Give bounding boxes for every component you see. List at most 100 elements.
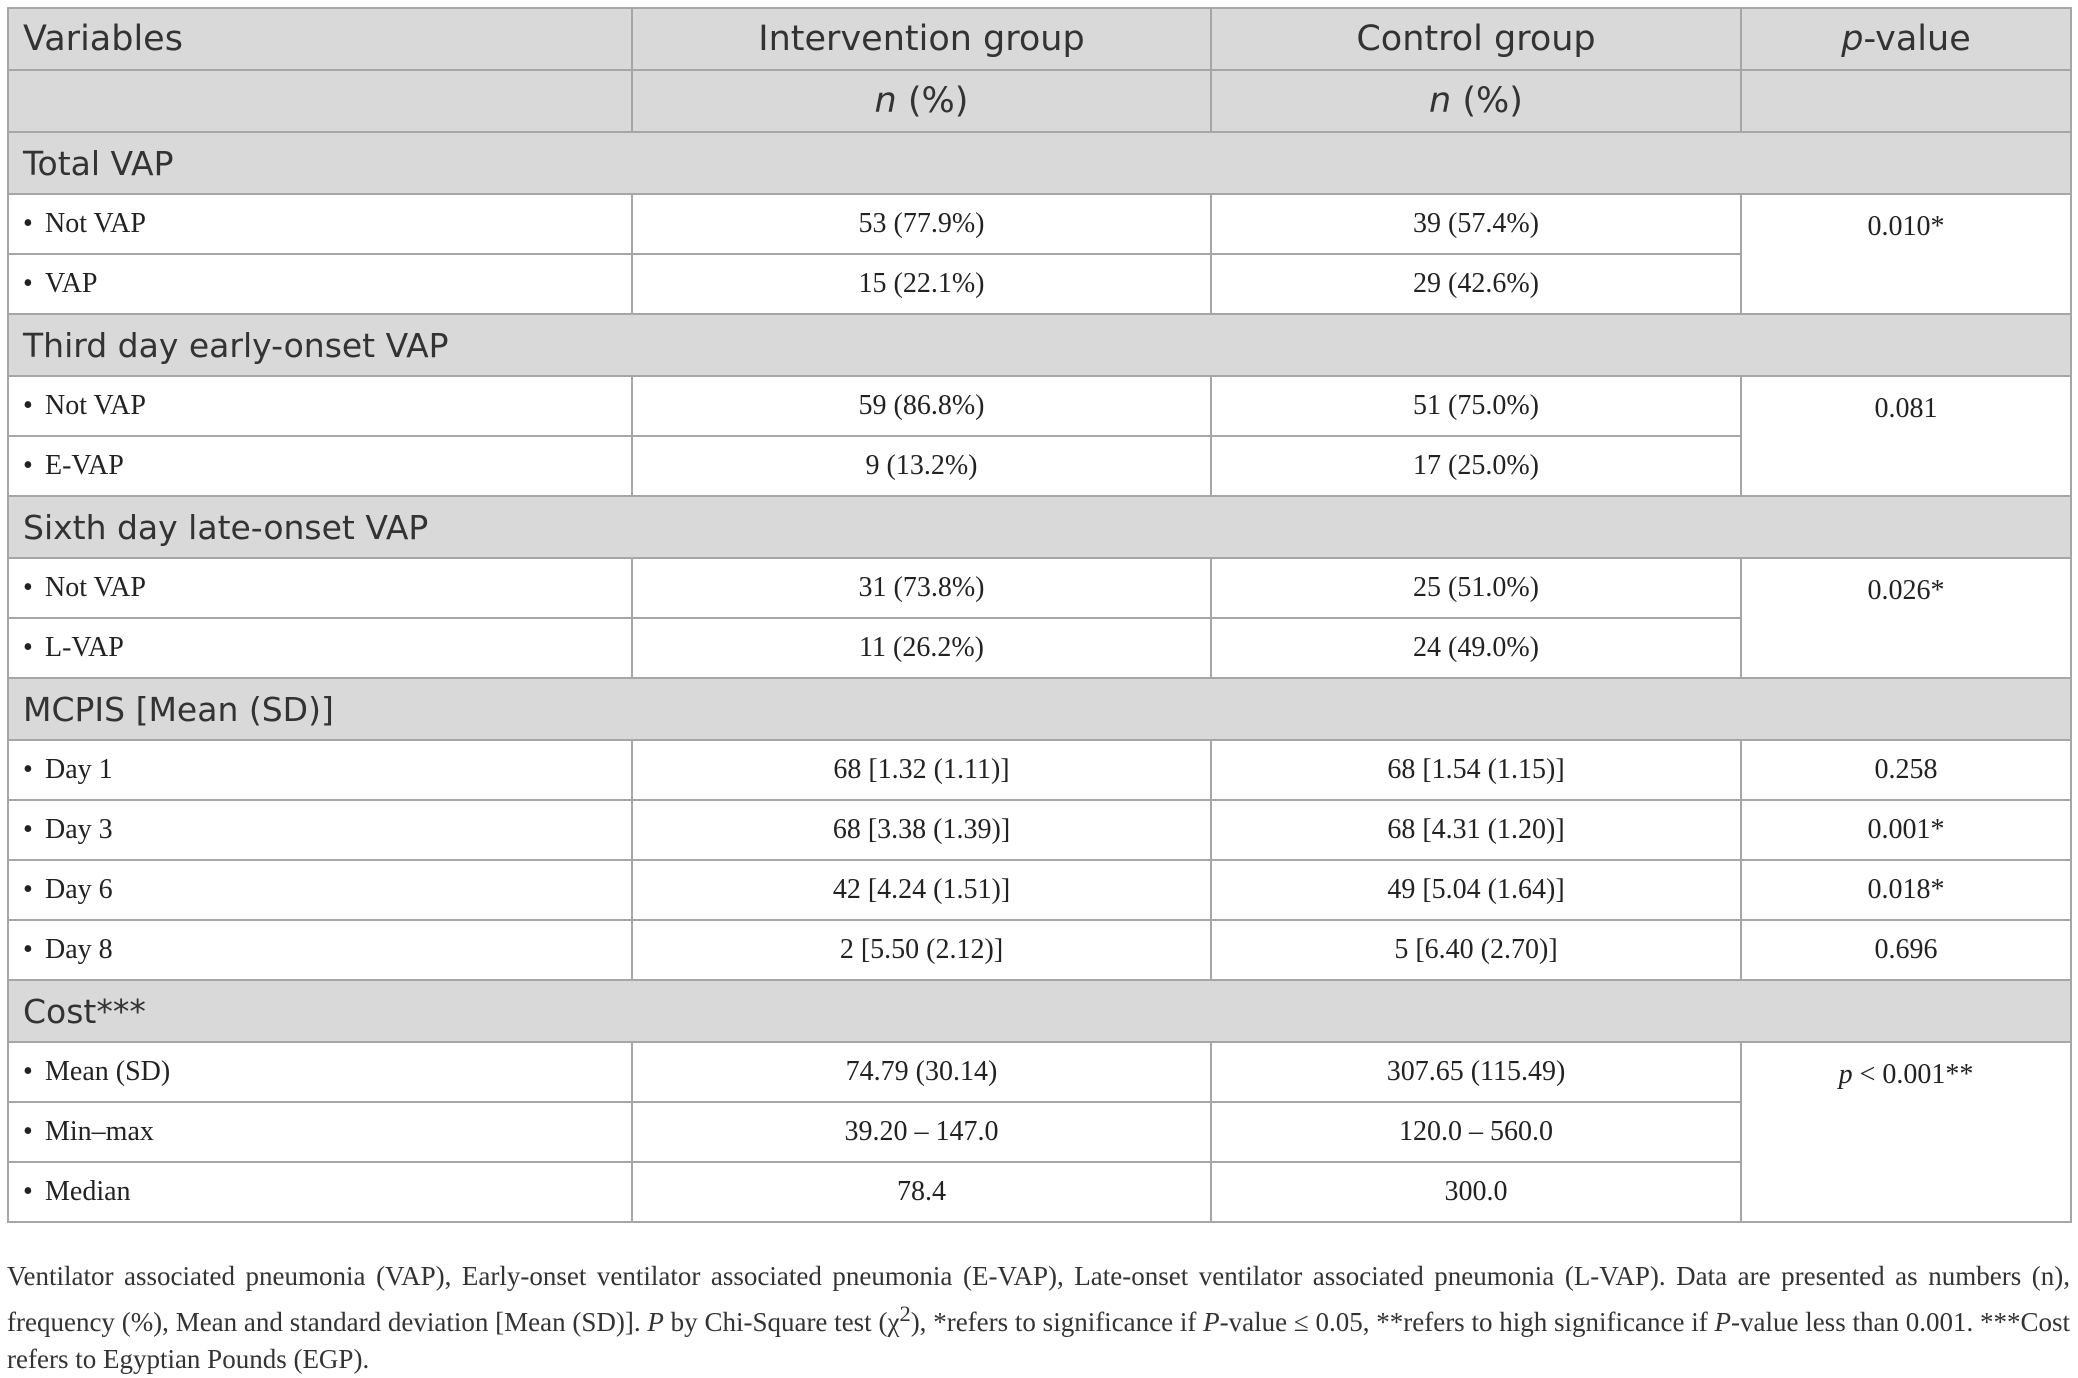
footnote-text: -value ≤ 0.05, **refers to high signific… xyxy=(1219,1307,1715,1337)
section-row-mcpis: MCPIS [Mean (SD)] xyxy=(7,677,2072,741)
row-label-text: Not VAP xyxy=(45,208,146,239)
cell-control: 5 [6.40 (2.70)] xyxy=(1210,919,1742,981)
cell-control: 300.0 xyxy=(1210,1161,1742,1223)
cell-pvalue: 0.001* xyxy=(1740,799,2072,861)
bullet: • xyxy=(23,632,33,663)
bullet: • xyxy=(23,814,33,845)
row-label: • Day 3 xyxy=(7,799,633,861)
bullet: • xyxy=(23,268,33,299)
header-row: Variables Intervention group Control gro… xyxy=(7,7,2072,71)
bullet: • xyxy=(23,934,33,965)
bullet: • xyxy=(23,874,33,905)
row-label-text: Min–max xyxy=(45,1116,154,1147)
table-row: • Median 78.4 300.0 xyxy=(7,1161,2071,1223)
section-row-early-onset: Third day early-onset VAP xyxy=(7,313,2072,377)
cell-control: 29 (42.6%) xyxy=(1210,253,1742,315)
cell-control: 120.0 – 560.0 xyxy=(1210,1101,1742,1163)
row-label-text: Day 8 xyxy=(45,934,113,965)
table-row: • VAP 15 (22.1%) 29 (42.6%) xyxy=(7,253,2071,315)
results-table: Variables Intervention group Control gro… xyxy=(7,7,2072,1223)
table-row: • Day 1 68 [1.32 (1.11)] 68 [1.54 (1.15)]… xyxy=(7,739,2072,801)
table-footnote: Ventilator associated pneumonia (VAP), E… xyxy=(7,1258,2070,1378)
footnote-p: P xyxy=(1714,1307,1731,1337)
cell-pvalue: 0.018* xyxy=(1740,859,2072,921)
row-label-text: E-VAP xyxy=(45,450,124,481)
section-row-late-onset: Sixth day late-onset VAP xyxy=(7,495,2072,559)
cell-intervention: 9 (13.2%) xyxy=(631,435,1212,497)
table-row: • L-VAP 11 (26.2%) 24 (49.0%) xyxy=(7,617,2071,679)
table-row: • Day 3 68 [3.38 (1.39)] 68 [4.31 (1.20)]… xyxy=(7,799,2072,861)
cell-intervention: 68 [3.38 (1.39)] xyxy=(631,799,1212,861)
bullet: • xyxy=(23,1176,33,1207)
section-title: Total VAP xyxy=(7,131,2072,195)
row-label: • Day 8 xyxy=(7,919,633,981)
subheader-row: n (%) n (%) xyxy=(7,69,2072,133)
row-label-text: Not VAP xyxy=(45,572,146,603)
subheader-pct: (%) xyxy=(896,81,969,121)
pvalue-rest: < 0.001** xyxy=(1852,1059,1974,1090)
header-intervention: Intervention group xyxy=(631,7,1212,71)
header-variables: Variables xyxy=(7,7,633,71)
subheader-pvalue-empty xyxy=(1740,69,2072,133)
subheader-control: n (%) xyxy=(1210,69,1742,133)
bullet: • xyxy=(23,390,33,421)
cell-intervention: 42 [4.24 (1.51)] xyxy=(631,859,1212,921)
row-label-text: Day 3 xyxy=(45,814,113,845)
row-label: • Not VAP xyxy=(7,557,633,619)
row-label-text: VAP xyxy=(45,268,98,299)
row-label: • Day 6 xyxy=(7,859,633,921)
header-control: Control group xyxy=(1210,7,1742,71)
cell-control: 68 [1.54 (1.15)] xyxy=(1210,739,1742,801)
row-label-text: Day 6 xyxy=(45,874,113,905)
bullet: • xyxy=(23,1116,33,1147)
section-title: Cost*** xyxy=(7,979,2072,1043)
cell-intervention: 39.20 – 147.0 xyxy=(631,1101,1212,1163)
table-row: • Min–max 39.20 – 147.0 120.0 – 560.0 xyxy=(7,1101,2071,1163)
cell-control: 307.65 (115.49) xyxy=(1210,1041,1742,1103)
row-label: • Mean (SD) xyxy=(7,1041,633,1103)
results-table-container: Variables Intervention group Control gro… xyxy=(7,7,2072,1223)
row-label: • Day 1 xyxy=(7,739,633,801)
row-label-text: L-VAP xyxy=(45,632,124,663)
header-pvalue: p-value xyxy=(1740,7,2072,71)
table-row: • Not VAP 53 (77.9%) 39 (57.4%) 0.010* xyxy=(7,193,2072,315)
bullet: • xyxy=(23,208,33,239)
row-label-text: Mean (SD) xyxy=(45,1056,171,1087)
cell-control: 24 (49.0%) xyxy=(1210,617,1742,679)
row-label: • E-VAP xyxy=(7,435,633,497)
table-row: • Not VAP 59 (86.8%) 51 (75.0%) 0.081 xyxy=(7,375,2072,497)
subheader-empty xyxy=(7,69,633,133)
cell-pvalue: 0.696 xyxy=(1740,919,2072,981)
cell-intervention: 53 (77.9%) xyxy=(631,193,1212,255)
cell-intervention: 31 (73.8%) xyxy=(631,557,1212,619)
cell-pvalue: 0.258 xyxy=(1740,739,2072,801)
cell-intervention: 59 (86.8%) xyxy=(631,375,1212,437)
row-label: • Not VAP xyxy=(7,193,633,255)
bullet: • xyxy=(23,1056,33,1087)
section-title: MCPIS [Mean (SD)] xyxy=(7,677,2072,741)
footnote-sup: 2 xyxy=(899,1301,911,1326)
cell-control: 17 (25.0%) xyxy=(1210,435,1742,497)
cell-intervention: 74.79 (30.14) xyxy=(631,1041,1212,1103)
row-label-text: Day 1 xyxy=(45,754,113,785)
footnote-p: P xyxy=(647,1307,664,1337)
bullet: • xyxy=(23,754,33,785)
bullet: • xyxy=(23,572,33,603)
subheader-pct: (%) xyxy=(1451,81,1523,121)
table-row: • E-VAP 9 (13.2%) 17 (25.0%) xyxy=(7,435,2071,497)
row-label-text: Median xyxy=(45,1176,131,1207)
cell-intervention: 68 [1.32 (1.11)] xyxy=(631,739,1212,801)
table-row: • Not VAP 31 (73.8%) 25 (51.0%) 0.026* xyxy=(7,557,2072,679)
cell-control: 68 [4.31 (1.20)] xyxy=(1210,799,1742,861)
subheader-n: n xyxy=(1429,81,1452,121)
section-row-total-vap: Total VAP xyxy=(7,131,2072,195)
cell-intervention: 15 (22.1%) xyxy=(631,253,1212,315)
row-label: • Min–max xyxy=(7,1101,633,1163)
table-row: • Day 6 42 [4.24 (1.51)] 49 [5.04 (1.64)]… xyxy=(7,859,2072,921)
row-label: • Median xyxy=(7,1161,633,1223)
cell-pvalue: p < 0.001** xyxy=(1740,1041,2072,1223)
footnote-p: P xyxy=(1203,1307,1220,1337)
cell-control: 39 (57.4%) xyxy=(1210,193,1742,255)
cell-intervention: 2 [5.50 (2.12)] xyxy=(631,919,1212,981)
table-row: • Mean (SD) 74.79 (30.14) 307.65 (115.49)… xyxy=(7,1041,2072,1223)
